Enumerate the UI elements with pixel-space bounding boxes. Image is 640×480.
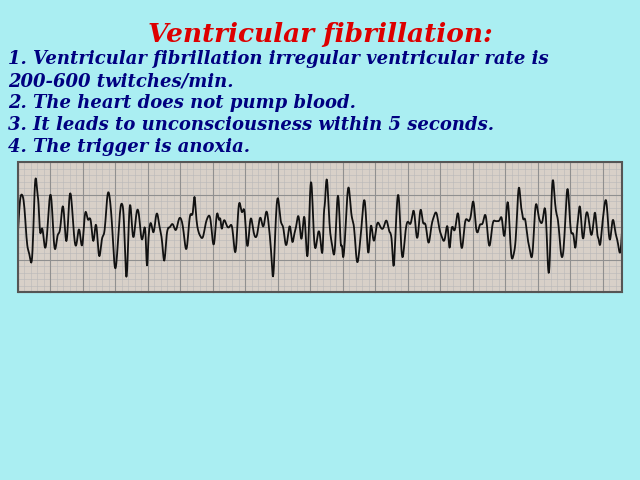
Bar (18, 162, 622, 292)
Text: 4. The trigger is anoxia.: 4. The trigger is anoxia. (8, 138, 250, 156)
Text: 3. It leads to unconsciousness within 5 seconds.: 3. It leads to unconsciousness within 5 … (8, 116, 494, 134)
Text: Ventricular fibrillation:: Ventricular fibrillation: (148, 22, 492, 47)
Text: 2. The heart does not pump blood.: 2. The heart does not pump blood. (8, 94, 356, 112)
Text: 200-600 twitches/min.: 200-600 twitches/min. (8, 72, 234, 90)
Text: 1. Ventricular fibrillation irregular ventricular rate is: 1. Ventricular fibrillation irregular ve… (8, 50, 548, 68)
Bar (18, 162, 622, 292)
